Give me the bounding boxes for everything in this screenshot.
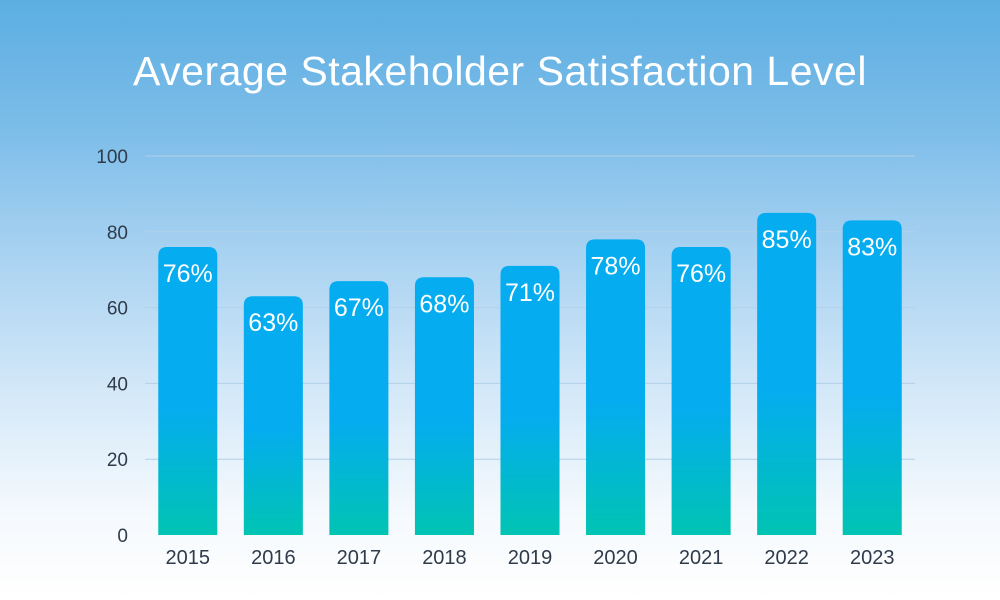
y-tick-label: 60 bbox=[107, 299, 128, 320]
chart-title: Average Stakeholder Satisfaction Level bbox=[133, 48, 867, 94]
bar-value-label: 83% bbox=[847, 233, 897, 261]
bar-value-label: 67% bbox=[334, 294, 384, 322]
x-axis: 2015 2016 2017 2018 2019 2020 2021 2022 2023 bbox=[166, 547, 895, 569]
y-tick-label: 20 bbox=[107, 450, 128, 471]
bar bbox=[586, 239, 646, 535]
bar bbox=[842, 220, 902, 535]
x-tick-label: 2016 bbox=[251, 547, 296, 569]
y-tick-label: 0 bbox=[117, 526, 128, 547]
bar-value-label: 85% bbox=[762, 226, 812, 254]
bar-value-label: 76% bbox=[676, 260, 726, 288]
y-tick-label: 80 bbox=[107, 223, 128, 244]
y-tick-label: 100 bbox=[96, 147, 128, 168]
bar-value-label: 78% bbox=[591, 252, 641, 280]
bar bbox=[757, 212, 817, 535]
bar bbox=[500, 265, 560, 535]
bars bbox=[158, 212, 902, 535]
x-tick-label: 2021 bbox=[679, 547, 724, 569]
x-tick-label: 2019 bbox=[508, 547, 553, 569]
bar bbox=[414, 277, 474, 535]
bar-value-label: 76% bbox=[163, 260, 213, 288]
x-tick-label: 2015 bbox=[166, 547, 211, 569]
x-tick-label: 2020 bbox=[593, 547, 638, 569]
x-tick-label: 2018 bbox=[422, 547, 467, 569]
bar bbox=[158, 246, 218, 535]
bar-value-label: 63% bbox=[248, 309, 298, 337]
x-tick-label: 2017 bbox=[337, 547, 382, 569]
bar-value-label: 68% bbox=[419, 290, 469, 318]
bar bbox=[243, 296, 303, 535]
bar-value-label: 71% bbox=[505, 279, 555, 307]
y-axis: 0 20 40 60 80 100 bbox=[96, 147, 128, 547]
data-labels: 76% 63% 67% 68% 71% 78% 76% 85% 83% bbox=[163, 226, 897, 337]
x-tick-label: 2022 bbox=[764, 547, 809, 569]
y-tick-label: 40 bbox=[107, 374, 128, 395]
bar bbox=[329, 281, 389, 535]
bar bbox=[671, 246, 731, 535]
x-tick-label: 2023 bbox=[850, 547, 895, 569]
